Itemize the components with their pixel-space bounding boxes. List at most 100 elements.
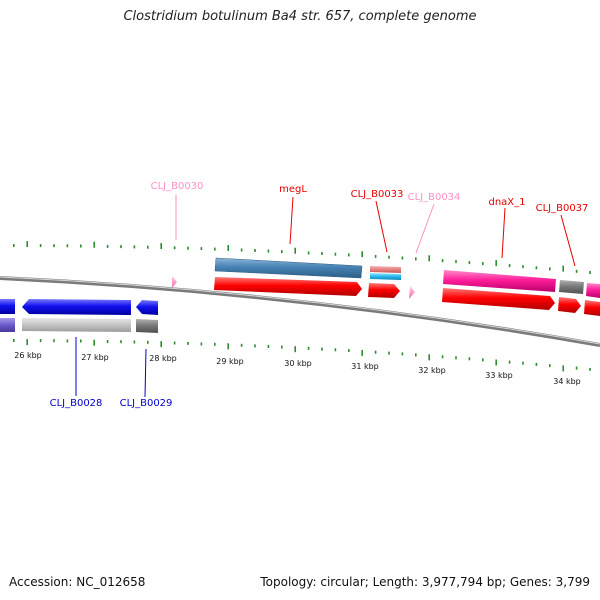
minor-tick [254, 249, 256, 252]
gene-clj-b0028-arrow[interactable] [22, 299, 131, 315]
label-clj-b0033[interactable]: CLJ_B0033 [351, 189, 404, 200]
minor-tick [173, 341, 176, 345]
genome-backbone-highlight [0, 276, 600, 345]
label-clj-b0029[interactable]: CLJ_B0029 [120, 398, 173, 409]
gene-dnax-arrow[interactable] [442, 288, 555, 310]
minor-tick [267, 345, 270, 348]
major-tick [428, 354, 430, 361]
tick-label: 29 kbp [216, 357, 244, 366]
minor-tick [535, 266, 538, 270]
minor-tick [240, 248, 243, 252]
minor-tick [321, 347, 323, 351]
minor-tick [589, 367, 591, 371]
position-labels: 26 kbp 27 kbp 28 kbp 29 kbp 30 kbp 31 kb… [14, 351, 581, 386]
gene-megl-steel[interactable] [214, 257, 363, 279]
gene-clj-b0037-gray[interactable] [559, 280, 584, 294]
minor-tick [508, 264, 511, 268]
minor-tick [281, 250, 283, 254]
major-tick [361, 349, 363, 356]
label-leaders [75, 195, 576, 398]
gene-clj-b0029-arrow[interactable] [136, 300, 158, 315]
minor-tick [401, 352, 404, 356]
minor-tick [281, 345, 283, 349]
minor-tick [549, 364, 551, 368]
tick-label: 26 kbp [14, 351, 42, 360]
minor-tick [66, 339, 69, 343]
gene-clj-b0033-cyan[interactable] [370, 273, 401, 280]
label-clj-b0030[interactable]: CLJ_B0030 [151, 181, 204, 192]
minor-tick [388, 255, 390, 259]
major-tick [294, 346, 296, 353]
major-tick [495, 359, 497, 366]
major-tick [93, 241, 95, 248]
label-megl[interactable]: megL [279, 184, 307, 195]
minor-tick [133, 340, 136, 344]
label-clj-b0028[interactable]: CLJ_B0028 [50, 398, 103, 409]
gene-prev-blue[interactable] [0, 299, 15, 314]
gene-clj-b0029-gray[interactable] [136, 319, 158, 333]
minor-tick [441, 259, 444, 263]
gene-next-magenta[interactable] [586, 283, 600, 298]
minor-tick [575, 269, 578, 273]
minor-tick [254, 344, 256, 348]
minor-tick [307, 251, 310, 255]
major-tick [26, 241, 28, 248]
minor-tick [575, 366, 578, 370]
minor-tick [13, 339, 15, 342]
minor-tick [589, 271, 591, 274]
minor-tick [415, 353, 417, 357]
label-dnax-1[interactable]: dnaX_1 [488, 197, 525, 208]
minor-tick [334, 348, 337, 352]
minor-tick [173, 246, 176, 250]
major-tick [160, 341, 162, 348]
minor-tick [120, 340, 122, 344]
minor-tick [106, 340, 109, 343]
reverse-features [0, 299, 158, 333]
tick-label: 27 kbp [81, 353, 109, 362]
minor-tick [120, 245, 122, 249]
inner-tick-marks [13, 339, 591, 372]
minor-tick [348, 253, 350, 257]
minor-tick [388, 351, 390, 355]
gene-clj-b0037-arrow[interactable] [558, 297, 581, 313]
gene-megl-arrow[interactable] [214, 277, 362, 296]
label-clj-b0037[interactable]: CLJ_B0037 [536, 203, 589, 214]
major-tick [227, 343, 229, 350]
gene-clj-b0030-arrow[interactable] [172, 276, 177, 288]
major-tick [428, 255, 430, 262]
minor-tick [348, 349, 350, 353]
gene-labels: CLJ_B0030 megL CLJ_B0033 CLJ_B0034 dnaX_… [50, 181, 589, 409]
minor-tick [214, 342, 216, 346]
gene-next-arrow[interactable] [584, 300, 600, 316]
minor-tick [307, 346, 310, 350]
gene-clj-b0033-salmon[interactable] [370, 266, 401, 273]
gene-clj-b0028-lightgray[interactable] [22, 318, 131, 332]
gene-prev-purple[interactable] [0, 318, 15, 332]
tick-label: 32 kbp [418, 366, 446, 375]
outer-tick-marks [13, 241, 591, 274]
major-tick [93, 339, 95, 346]
minor-tick [522, 361, 524, 365]
minor-tick [468, 357, 471, 361]
minor-tick [187, 341, 189, 345]
minor-tick [401, 256, 404, 260]
minor-tick [334, 252, 337, 256]
minor-tick [39, 244, 42, 248]
major-tick [227, 245, 229, 251]
gene-clj-b0033-arrow[interactable] [368, 283, 400, 298]
label-clj-b0034[interactable]: CLJ_B0034 [408, 192, 461, 203]
gene-clj-b0034-arrow[interactable] [409, 286, 415, 299]
minor-tick [468, 261, 471, 265]
minor-tick [240, 343, 243, 347]
tick-label: 30 kbp [284, 359, 312, 368]
major-tick [294, 247, 296, 254]
minor-tick [214, 247, 216, 251]
gene-dnax-magenta[interactable] [443, 270, 556, 292]
minor-tick [508, 360, 511, 364]
minor-tick [455, 356, 457, 360]
minor-tick [200, 247, 203, 251]
tick-label: 31 kbp [351, 362, 379, 371]
tick-label: 28 kbp [149, 354, 177, 363]
minor-tick [482, 262, 484, 266]
map-title: Clostridium botulinum Ba4 str. 657, comp… [123, 9, 477, 24]
